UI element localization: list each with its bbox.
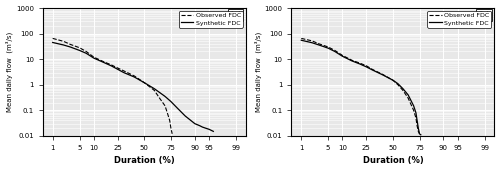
Legend: Observed FDC, Synthetic FDC: Observed FDC, Synthetic FDC bbox=[428, 11, 492, 28]
Line: Synthetic FDC: Synthetic FDC bbox=[52, 42, 214, 131]
Synthetic FDC bbox=[325, 47, 331, 49]
Line: Observed FDC: Observed FDC bbox=[302, 38, 420, 134]
Observed FDC bbox=[395, 84, 401, 86]
Observed FDC bbox=[91, 56, 97, 58]
Synthetic FDC bbox=[202, 127, 208, 129]
Synthetic FDC bbox=[168, 101, 174, 103]
Observed FDC bbox=[400, 89, 406, 91]
Synthetic FDC bbox=[210, 130, 216, 132]
Synthetic FDC bbox=[410, 105, 416, 107]
Line: Synthetic FDC: Synthetic FDC bbox=[302, 40, 421, 135]
Observed FDC bbox=[156, 97, 162, 99]
Text: (a): (a) bbox=[230, 11, 242, 20]
Observed FDC bbox=[100, 61, 106, 63]
Observed FDC bbox=[67, 43, 73, 45]
Observed FDC bbox=[413, 117, 419, 119]
Synthetic FDC bbox=[120, 71, 126, 74]
Synthetic FDC bbox=[60, 44, 66, 46]
Synthetic FDC bbox=[416, 127, 422, 129]
Observed FDC bbox=[340, 54, 345, 56]
Synthetic FDC bbox=[156, 91, 162, 94]
Synthetic FDC bbox=[416, 133, 422, 135]
Observed FDC bbox=[380, 74, 386, 76]
Observed FDC bbox=[169, 133, 175, 135]
Synthetic FDC bbox=[206, 128, 212, 130]
Observed FDC bbox=[168, 127, 174, 129]
Observed FDC bbox=[152, 89, 158, 91]
Observed FDC bbox=[357, 62, 363, 64]
Synthetic FDC bbox=[132, 76, 138, 78]
Synthetic FDC bbox=[83, 52, 89, 54]
Synthetic FDC bbox=[316, 44, 322, 46]
Observed FDC bbox=[164, 112, 170, 114]
Synthetic FDC bbox=[298, 39, 304, 41]
Y-axis label: Mean daily flow  (m³/s): Mean daily flow (m³/s) bbox=[254, 32, 262, 112]
Synthetic FDC bbox=[115, 68, 121, 70]
Synthetic FDC bbox=[395, 83, 401, 85]
Line: Observed FDC: Observed FDC bbox=[52, 38, 172, 134]
Observed FDC bbox=[414, 125, 420, 127]
Synthetic FDC bbox=[91, 57, 97, 59]
Observed FDC bbox=[370, 68, 376, 70]
Synthetic FDC bbox=[332, 50, 338, 52]
Synthetic FDC bbox=[405, 94, 411, 96]
Observed FDC bbox=[132, 75, 138, 77]
Synthetic FDC bbox=[309, 42, 315, 44]
Observed FDC bbox=[115, 67, 121, 69]
Synthetic FDC bbox=[364, 66, 370, 68]
Observed FDC bbox=[405, 97, 411, 99]
Synthetic FDC bbox=[162, 95, 168, 97]
Synthetic FDC bbox=[340, 55, 345, 57]
Observed FDC bbox=[108, 64, 114, 66]
Synthetic FDC bbox=[192, 123, 198, 125]
Observed FDC bbox=[60, 40, 66, 42]
Observed FDC bbox=[349, 59, 355, 61]
Observed FDC bbox=[162, 105, 168, 107]
Synthetic FDC bbox=[400, 88, 406, 90]
Text: (b): (b) bbox=[478, 11, 490, 20]
Observed FDC bbox=[83, 50, 89, 52]
Synthetic FDC bbox=[349, 60, 355, 62]
Observed FDC bbox=[309, 40, 315, 42]
X-axis label: Duration (%): Duration (%) bbox=[362, 156, 424, 166]
Synthetic FDC bbox=[182, 115, 188, 117]
Observed FDC bbox=[316, 43, 322, 45]
Observed FDC bbox=[76, 47, 82, 49]
Observed FDC bbox=[325, 46, 331, 48]
Synthetic FDC bbox=[196, 125, 202, 127]
Synthetic FDC bbox=[152, 88, 158, 90]
Observed FDC bbox=[120, 70, 126, 72]
Observed FDC bbox=[364, 65, 370, 67]
Legend: Observed FDC, Synthetic FDC: Observed FDC, Synthetic FDC bbox=[178, 11, 242, 28]
Synthetic FDC bbox=[108, 65, 114, 67]
Y-axis label: Mean daily flow  (m³/s): Mean daily flow (m³/s) bbox=[6, 32, 13, 112]
Synthetic FDC bbox=[370, 69, 376, 71]
Observed FDC bbox=[142, 82, 148, 84]
Synthetic FDC bbox=[390, 79, 396, 81]
Observed FDC bbox=[332, 49, 338, 51]
X-axis label: Duration (%): Duration (%) bbox=[114, 156, 174, 166]
Synthetic FDC bbox=[142, 82, 148, 84]
Synthetic FDC bbox=[76, 49, 82, 51]
Observed FDC bbox=[166, 120, 172, 122]
Synthetic FDC bbox=[414, 120, 420, 122]
Synthetic FDC bbox=[100, 61, 106, 63]
Synthetic FDC bbox=[418, 134, 424, 136]
Synthetic FDC bbox=[174, 107, 180, 109]
Synthetic FDC bbox=[200, 126, 205, 128]
Synthetic FDC bbox=[380, 74, 386, 76]
Synthetic FDC bbox=[50, 41, 56, 43]
Observed FDC bbox=[416, 133, 422, 135]
Observed FDC bbox=[50, 37, 56, 40]
Synthetic FDC bbox=[413, 112, 419, 114]
Synthetic FDC bbox=[357, 63, 363, 65]
Synthetic FDC bbox=[67, 46, 73, 48]
Observed FDC bbox=[390, 79, 396, 81]
Observed FDC bbox=[410, 109, 416, 111]
Observed FDC bbox=[298, 37, 304, 40]
Observed FDC bbox=[416, 130, 422, 132]
